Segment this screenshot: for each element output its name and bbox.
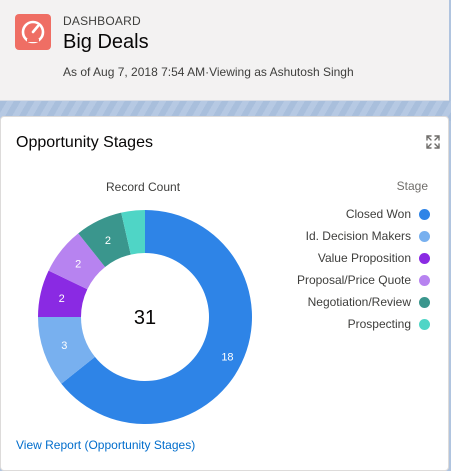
expand-icon[interactable] xyxy=(426,135,440,149)
donut-slice[interactable] xyxy=(48,233,106,290)
legend-label: Proposal/Price Quote xyxy=(296,273,411,287)
legend-item[interactable]: Proposal/Price Quote xyxy=(297,269,430,291)
legend-item[interactable]: Id. Decision Makers xyxy=(297,225,430,247)
legend-title: Stage xyxy=(396,179,428,193)
legend-swatch xyxy=(419,296,430,308)
legend-item[interactable]: Closed Won xyxy=(297,203,430,225)
card-title: Opportunity Stages xyxy=(16,134,153,151)
legend-item[interactable]: Negotiation/Review xyxy=(297,291,430,313)
dashboard-meta: As of Aug 7, 2018 7:54 AM·Viewing as Ash… xyxy=(63,65,354,79)
legend-label: Closed Won xyxy=(345,207,411,221)
legend-swatch xyxy=(419,208,430,220)
slice-label: 2 xyxy=(59,293,65,305)
slice-label: 3 xyxy=(61,340,67,352)
donut-slice[interactable] xyxy=(121,210,145,255)
legend-item[interactable]: Value Proposition xyxy=(297,247,430,269)
donut-slice[interactable] xyxy=(61,210,253,424)
donut-slice[interactable] xyxy=(38,270,88,317)
donut-slice[interactable] xyxy=(78,212,131,267)
donut-chart[interactable]: 18 3 2 2 2 31 xyxy=(37,209,253,425)
legend-swatch xyxy=(419,274,430,286)
chart-legend: Closed Won Id. Decision Makers Value Propo… xyxy=(297,203,430,335)
chart-title: Record Count xyxy=(106,180,181,194)
donut-slice[interactable] xyxy=(38,317,95,384)
slice-label: 2 xyxy=(75,259,81,271)
legend-label: Id. Decision Makers xyxy=(305,229,411,243)
legend-label: Prospecting xyxy=(347,317,411,331)
view-report-link[interactable]: View Report (Opportunity Stages) xyxy=(16,438,196,452)
dashboard-header: DASHBOARD Big Deals As of Aug 7, 2018 7:… xyxy=(0,0,449,101)
legend-swatch xyxy=(419,318,430,330)
legend-label: Value Proposition xyxy=(317,251,411,265)
donut-total: 31 xyxy=(134,307,156,329)
legend-item[interactable]: Prospecting xyxy=(297,313,430,335)
dashboard-gauge-icon xyxy=(15,14,51,50)
page-title: Big Deals xyxy=(63,31,149,53)
page-eyebrow: DASHBOARD xyxy=(63,14,141,28)
slice-label: 18 xyxy=(221,352,233,364)
legend-swatch xyxy=(419,252,430,264)
slice-label: 2 xyxy=(105,235,111,247)
opportunity-stages-card: Opportunity Stages Record Count Stage Cl… xyxy=(0,116,449,471)
legend-label: Negotiation/Review xyxy=(307,295,411,309)
legend-swatch xyxy=(419,230,430,242)
